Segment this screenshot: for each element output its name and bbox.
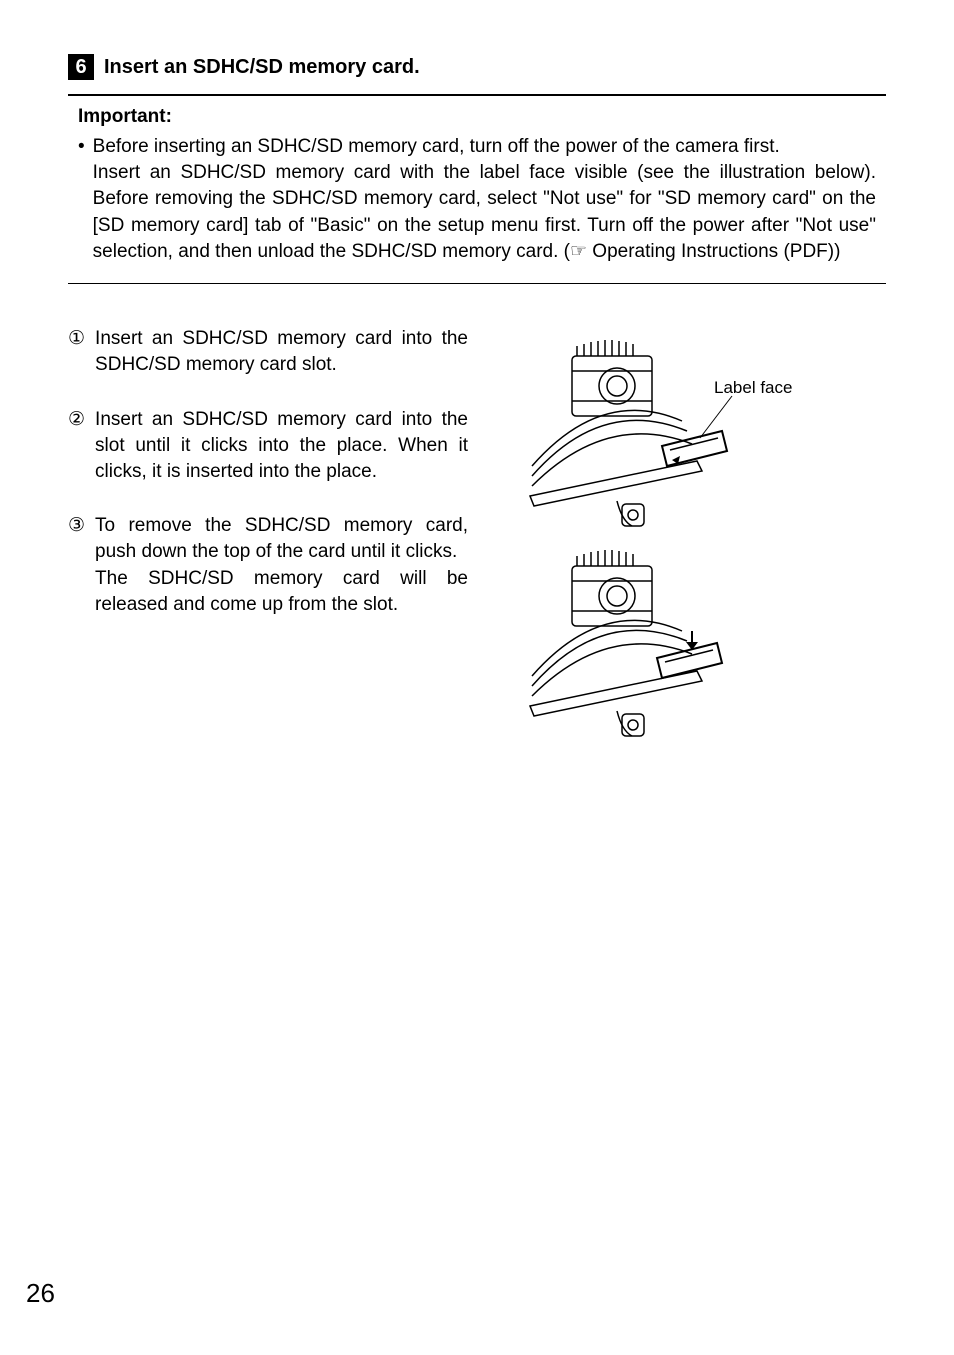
heading-divider [68,94,886,96]
figure-label: Label face [714,378,792,398]
important-divider [68,283,886,284]
step-item-3: ③ To remove the SDHC/SD memory card, pus… [68,513,468,618]
important-line-2: Insert an SDHC/SD memory card with the l… [93,162,876,262]
important-line-1: Before inserting an SDHC/SD memory card,… [93,136,780,157]
section-heading: Insert an SDHC/SD memory card. [104,56,420,79]
circled-number-2: ② [68,407,85,486]
step-text-3: To remove the SDHC/SD memory card, push … [95,513,468,618]
figure-wrap: Label face [522,326,862,756]
important-label: Important: [78,106,876,128]
step-text-1: Insert an SDHC/SD memory card into the S… [95,326,468,378]
section-heading-row: 6 Insert an SDHC/SD memory card. [68,54,886,80]
important-bullet-row: • Before inserting an SDHC/SD memory car… [78,134,876,265]
step-text-2: Insert an SDHC/SD memory card into the s… [95,407,468,486]
important-block: Important: • Before inserting an SDHC/SD… [68,106,886,275]
step-item-1: ① Insert an SDHC/SD memory card into the… [68,326,468,378]
step-number-badge: 6 [68,54,94,80]
page-number: 26 [26,1278,55,1309]
circled-number-3: ③ [68,513,85,618]
camera-illustration-bottom [522,536,802,756]
manual-page: 6 Insert an SDHC/SD memory card. Importa… [0,0,954,1355]
steps-column: ① Insert an SDHC/SD memory card into the… [68,326,468,756]
important-text: Before inserting an SDHC/SD memory card,… [93,134,876,265]
body-area: ① Insert an SDHC/SD memory card into the… [68,326,886,756]
camera-illustration-top [522,326,802,546]
step-item-2: ② Insert an SDHC/SD memory card into the… [68,407,468,486]
circled-number-1: ① [68,326,85,378]
bullet-dot: • [78,134,85,265]
figure-column: Label face [498,326,886,756]
